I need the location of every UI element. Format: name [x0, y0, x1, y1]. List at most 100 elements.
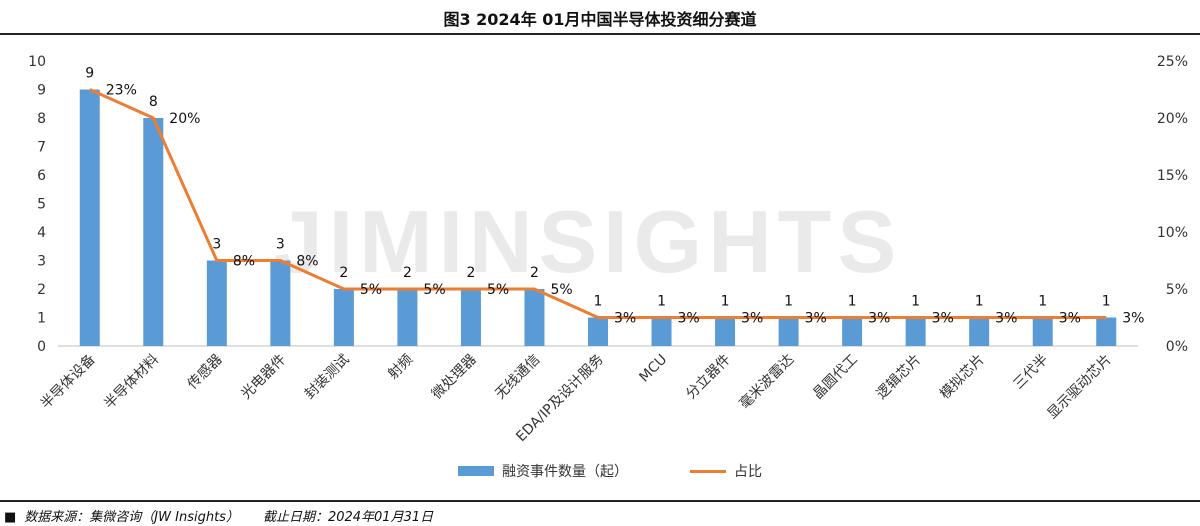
line-data-label: 3% — [741, 311, 763, 327]
x-tick-label: 光电器件 — [238, 352, 289, 403]
bar — [333, 289, 354, 346]
legend-item-bar: 融资事件数量（起） — [458, 461, 628, 481]
bar — [524, 289, 545, 346]
legend-item-line: 占比 — [690, 461, 762, 481]
bar-data-label: 2 — [403, 265, 412, 281]
x-tick-label: 分立器件 — [683, 352, 734, 403]
y-left-tick-label: 4 — [37, 225, 46, 241]
x-tick-label: 传感器 — [184, 351, 226, 393]
line-path — [89, 88, 1107, 319]
y-left-tick-label: 8 — [37, 111, 46, 127]
y-right-tick-label: 5% — [1166, 282, 1188, 298]
bar-series — [79, 89, 1117, 346]
y-right-tick-label: 0% — [1166, 339, 1188, 355]
bar-data-label: 2 — [339, 265, 348, 281]
footer-date: 截止日期：2024年01月31日 — [262, 510, 434, 525]
watermark: JIMINSIGHTS — [274, 192, 902, 291]
legend-label-line: 占比 — [734, 464, 762, 480]
x-tick-label: 显示驱动芯片 — [1044, 352, 1115, 423]
x-tick-label: 微处理器 — [429, 352, 480, 403]
line-data-label: 5% — [487, 282, 509, 298]
bar-data-label: 8 — [149, 94, 158, 110]
footer: ■ 数据来源：集微咨询（JW Insights） 截止日期：2024年01月31日 — [4, 506, 433, 525]
footer-source: 数据来源：集微咨询（JW Insights） — [24, 510, 239, 525]
x-tick-label: MCU — [636, 352, 670, 386]
y-left-tick-label: 3 — [37, 254, 46, 270]
legend-label-bar: 融资事件数量（起） — [502, 464, 628, 480]
top-rule — [0, 33, 1200, 35]
bar — [1096, 317, 1117, 346]
line-data-label: 5% — [360, 282, 382, 298]
chart-title: 图3 2024年 01月中国半导体投资细分赛道 — [443, 10, 757, 29]
bar — [270, 260, 291, 346]
bar-data-label: 1 — [911, 294, 920, 310]
line-data-label: 3% — [868, 311, 890, 327]
bar — [1032, 317, 1053, 346]
bar-data-labels: 9 8 3 3 2 2 2 2 1 1 1 1 1 1 1 1 1 — [85, 66, 1110, 310]
x-tick-label: 毫米波雷达 — [736, 351, 798, 413]
bar-data-label: 2 — [466, 265, 475, 281]
bar — [588, 317, 608, 346]
bar — [460, 289, 481, 346]
bar — [715, 317, 736, 346]
line-data-labels: 23% 20% 8% 8% 5% 5% 5% 5% 3% 3% 3% 3% 3% 3% 3% 3% 3% — [106, 83, 1145, 327]
line-data-label: 3% — [1122, 311, 1144, 327]
line-data-label: 5% — [423, 282, 445, 298]
bar — [79, 89, 100, 346]
legend-swatch-bar — [458, 466, 494, 476]
y-left-tick-label: 1 — [37, 311, 46, 327]
x-tick-label: 逻辑芯片 — [874, 352, 925, 403]
x-tick-label: 半导体设备 — [37, 351, 99, 413]
line-data-label: 8% — [296, 254, 318, 270]
x-tick-labels: 半导体设备 半导体材料 传感器 光电器件 封装测试 射频 微处理器 无线通信EDA/IP及设计… — [37, 351, 1115, 445]
bar-data-label: 3 — [276, 237, 285, 253]
bar-data-label: 9 — [85, 66, 94, 82]
y-right-tick-label: 25% — [1157, 54, 1188, 70]
y-left-tick-label: 5 — [37, 197, 46, 213]
bar-data-label: 1 — [784, 294, 793, 310]
bar-data-label: 1 — [594, 294, 603, 310]
bottom-rule — [0, 500, 1200, 502]
y-left-tick-label: 7 — [37, 140, 46, 156]
bar — [842, 317, 863, 346]
line-data-label: 20% — [169, 111, 200, 127]
line-data-label: 3% — [932, 311, 954, 327]
line-data-label: 3% — [805, 311, 827, 327]
line-data-label: 3% — [614, 311, 636, 327]
line-data-label: 3% — [1059, 311, 1081, 327]
bar-data-label: 1 — [975, 294, 984, 310]
x-tick-label: 无线通信 — [492, 352, 543, 403]
legend-swatch-line — [690, 469, 726, 473]
x-tick-label: 封装测试 — [302, 352, 353, 403]
bar — [651, 317, 672, 346]
x-tick-label: 三代半 — [1011, 352, 1052, 393]
bar-data-label: 2 — [530, 265, 539, 281]
x-tick-label: 射频 — [385, 352, 416, 383]
bar-data-label: 1 — [1038, 294, 1047, 310]
footer-square-icon: ■ — [4, 510, 17, 525]
line-data-label: 23% — [106, 83, 137, 99]
y-left-tick-label: 10 — [28, 54, 46, 70]
y-left-tick-label: 9 — [37, 83, 46, 99]
bar — [905, 317, 926, 346]
y-left-tick-label: 6 — [37, 168, 46, 184]
legend: 融资事件数量（起） 占比 — [0, 461, 1200, 481]
line-data-label: 3% — [995, 311, 1017, 327]
line-data-label: 8% — [233, 254, 255, 270]
y-axis-right: 0% 5% 10% 15% 20% 25% — [1157, 54, 1188, 355]
bar — [397, 289, 418, 346]
y-left-tick-label: 0 — [37, 339, 46, 355]
x-tick-label: 半导体材料 — [101, 352, 162, 413]
line-data-label: 3% — [678, 311, 700, 327]
bar — [206, 260, 227, 346]
bar-data-label: 3 — [212, 237, 221, 253]
x-tick-label: 晶圆代工 — [810, 352, 861, 403]
y-left-tick-label: 2 — [37, 282, 46, 298]
x-tick-label: 模拟芯片 — [937, 352, 988, 403]
bar-data-label: 1 — [848, 294, 857, 310]
line-data-label: 5% — [550, 282, 572, 298]
bar-data-label: 1 — [657, 294, 666, 310]
y-right-tick-label: 10% — [1157, 225, 1188, 241]
line-series — [89, 88, 1107, 319]
